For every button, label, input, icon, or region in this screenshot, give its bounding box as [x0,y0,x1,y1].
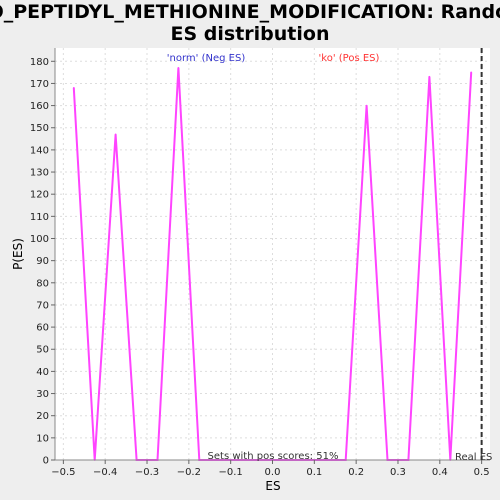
y-tick-label: 170 [30,79,49,90]
y-tick-label: 70 [36,300,49,311]
legend-pos-es: 'ko' (Pos ES) [319,53,380,64]
data-point [177,67,180,69]
x-axis-ticks: −0.5 −0.4 −0.3 −0.2 −0.1 0.0 0.1 0.2 0.3 0.4 0.5 [51,460,490,478]
pos-scores-annotation: Sets with pos scores: 51% [208,451,339,462]
legend-neg-es: 'norm' (Neg ES) [167,53,246,64]
y-tick-label: 30 [36,389,49,400]
x-axis-label: ES [265,479,280,493]
y-axis-label: P(ES) [11,238,25,270]
x-tick-label: −0.1 [219,467,243,478]
y-tick-label: 100 [30,234,49,245]
y-tick-label: 80 [36,278,49,289]
y-tick-label: 10 [36,433,49,444]
data-point [72,86,75,89]
y-tick-label: 140 [30,145,49,156]
x-tick-label: −0.4 [93,467,117,478]
y-tick-label: 0 [43,456,49,467]
y-tick-label: 120 [30,190,49,201]
y-tick-label: 60 [36,323,49,334]
y-tick-label: 90 [36,256,49,267]
x-tick-label: 0.1 [306,467,322,478]
chart-title-line-2: ES distribution [171,23,330,45]
y-tick-label: 180 [30,57,49,68]
real-es-label: Real ES [455,452,492,463]
data-point [428,75,431,78]
data-point [114,133,117,136]
x-tick-label: 0.3 [390,467,406,478]
y-tick-label: 20 [36,411,49,422]
data-point [365,104,368,107]
y-tick-label: 130 [30,168,49,179]
x-tick-label: 0.4 [432,467,448,478]
data-point [470,71,473,74]
y-tick-label: 50 [36,345,49,356]
x-tick-label: −0.3 [135,467,159,478]
y-tick-label: 160 [30,101,49,112]
x-tick-label: −0.2 [177,467,201,478]
y-tick-label: 110 [30,212,49,223]
y-tick-label: 40 [36,367,49,378]
x-tick-label: 0.5 [474,467,490,478]
x-tick-label: 0.0 [265,467,281,478]
y-axis-ticks: 0 10 20 30 40 50 60 70 80 90 100 110 120 130 140 150 160… [30,57,55,467]
y-tick-label: 150 [30,123,49,134]
chart-title-line-1: GO_PEPTIDYL_METHIONINE_MODIFICATION: Ran… [0,1,500,23]
x-tick-label: −0.5 [51,467,75,478]
x-tick-label: 0.2 [348,467,364,478]
